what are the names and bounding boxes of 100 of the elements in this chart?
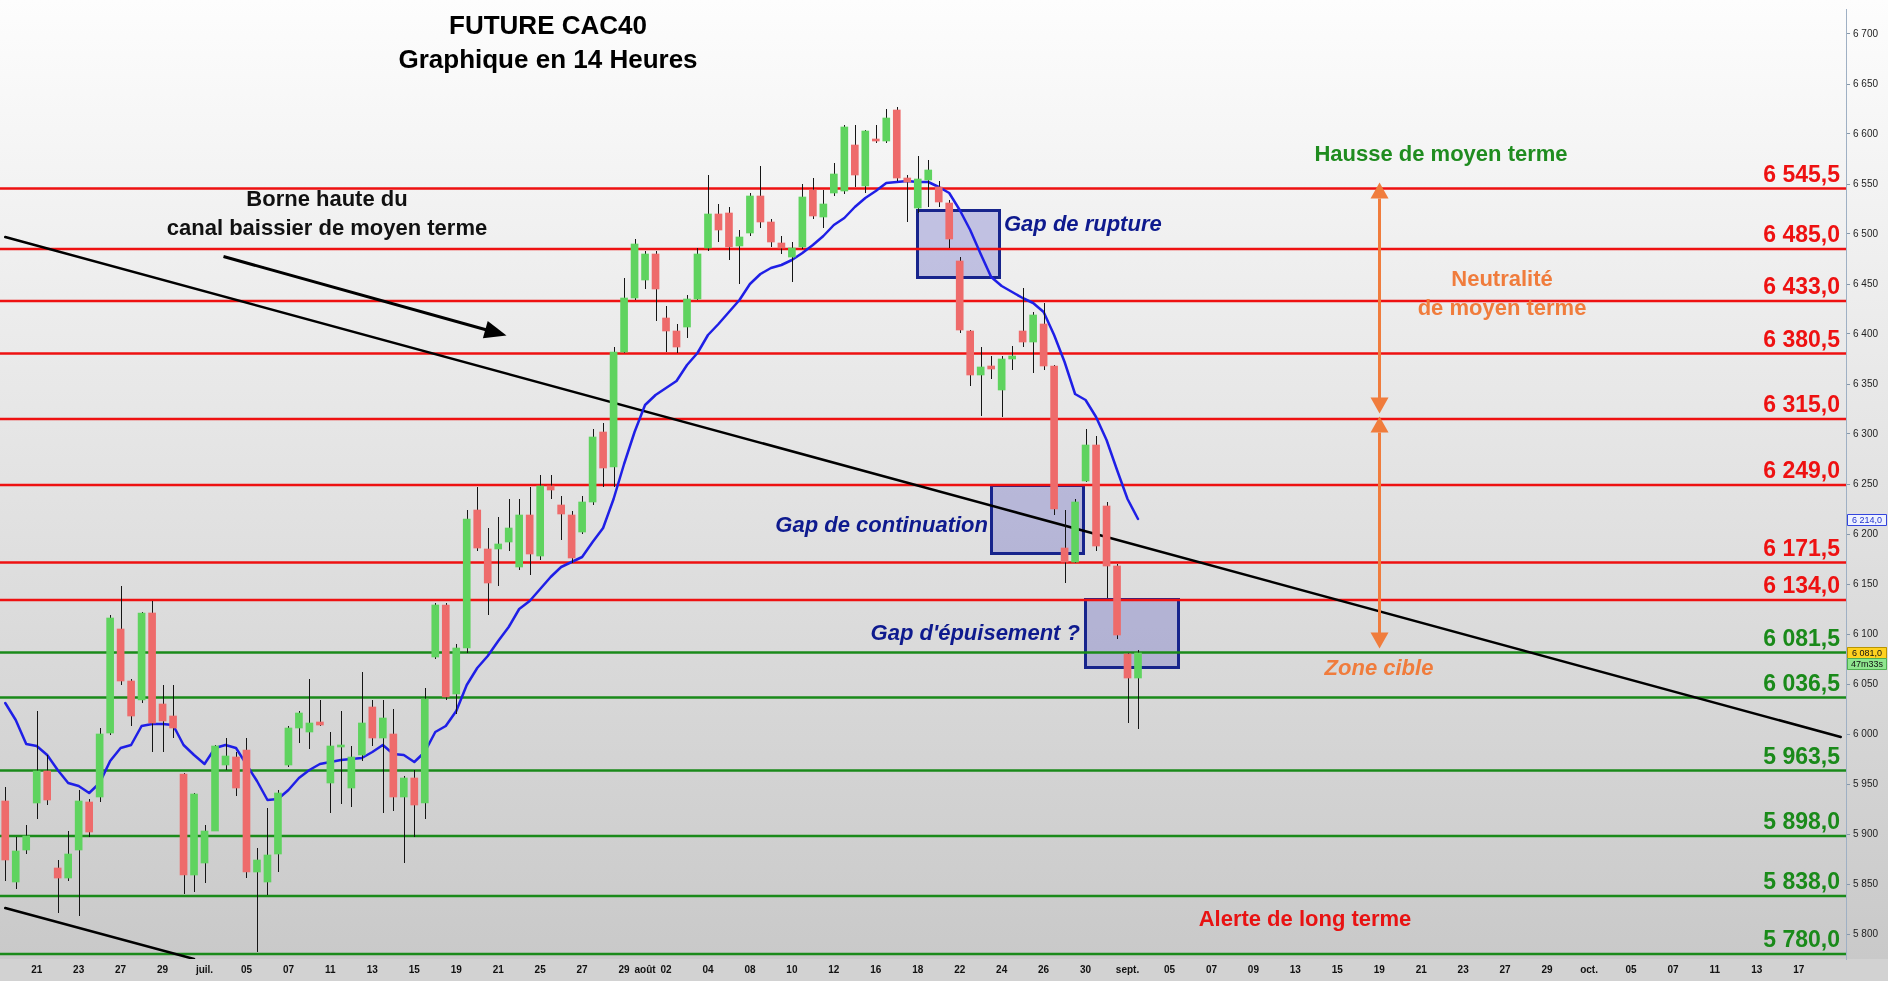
ref-line-label: 5 838,0: [1763, 868, 1840, 894]
x-tick-label: 16: [870, 963, 882, 975]
y-tick-label: 6 050: [1853, 677, 1879, 689]
candlestick: [882, 108, 891, 144]
x-tick-label: 12: [828, 963, 840, 975]
annotation: Borne haute du canal baissier de moyen terme: [166, 186, 488, 241]
x-tick-label: 27: [115, 963, 127, 975]
candlestick: [976, 346, 985, 417]
candlestick: [924, 159, 933, 208]
x-tick-label: 08: [744, 963, 756, 975]
x-tick-label: 10: [786, 963, 798, 975]
x-tick-label: 07: [1205, 963, 1218, 975]
y-tick-label: 6 100: [1853, 627, 1879, 639]
ref-line-label: 6 249,0: [1763, 457, 1840, 483]
text: Graphique en 14 Heures: [398, 44, 698, 75]
x-tick-label: 27: [576, 963, 589, 975]
annotation: Neutralité de moyen terme: [1417, 266, 1587, 321]
x-tick-label: 15: [1331, 963, 1344, 975]
y-tick-label: 6 450: [1853, 277, 1879, 289]
candlestick: [494, 516, 503, 587]
y-tick-label: 6 150: [1853, 577, 1879, 589]
annotation: Gap de rupture: [1004, 211, 1162, 237]
ref-line-label: 6 380,5: [1763, 325, 1841, 352]
candlestick: [295, 710, 303, 744]
candlestick: [399, 775, 408, 864]
x-tick-label: sept.: [1115, 963, 1140, 975]
y-tick-label: 6 200: [1853, 527, 1879, 539]
chart-title: FUTURE CAC40: [449, 10, 647, 41]
x-tick-label: 13: [366, 963, 379, 975]
candlestick: [557, 495, 565, 541]
x-tick-label: 19: [450, 963, 463, 975]
x-tick-label: 22: [954, 963, 966, 975]
x-tick-label: 05: [1163, 963, 1176, 975]
x-tick-label: 07: [282, 963, 295, 975]
candlestick: [53, 859, 62, 914]
annotation: 6 081,0: [1851, 647, 1883, 658]
y-tick-label: 5 900: [1853, 827, 1879, 839]
candlestick: [767, 218, 775, 248]
y-tick-label: 6 300: [1853, 427, 1879, 439]
x-tick-label: 18: [912, 963, 924, 975]
ref-line-label: 6 036,5: [1763, 669, 1841, 696]
x-tick-label: 19: [1373, 963, 1386, 975]
x-tick-label: 24: [996, 963, 1008, 975]
annotation: Zone cible: [1323, 655, 1434, 681]
x-tick-label: 13: [1289, 963, 1302, 975]
annotation: 6 214,0: [1851, 514, 1883, 525]
ref-line-label: 5 963,5: [1763, 742, 1841, 769]
x-tick-label: 27: [1499, 963, 1512, 975]
x-tick-label: 21: [1415, 963, 1428, 975]
ref-line-label: 6 134,0: [1763, 572, 1840, 598]
x-tick-label: 29: [157, 963, 169, 975]
y-tick-label: 6 500: [1853, 227, 1879, 239]
x-tick-label: oct.: [1580, 963, 1599, 975]
y-tick-label: 6 700: [1853, 27, 1879, 39]
candlestick: [253, 847, 261, 953]
ref-line-label: 5 780,0: [1763, 926, 1840, 952]
x-tick-label: 21: [31, 963, 43, 975]
x-tick-label: 09: [1247, 963, 1260, 975]
x-tick-label: 29: [1541, 963, 1554, 975]
text: 47m33s: [1850, 658, 1884, 669]
ref-line-label: 6 081,5: [1763, 624, 1841, 651]
ref-line-label: 6 315,0: [1763, 391, 1840, 417]
candlestick: [169, 684, 177, 739]
candlestick: [504, 498, 513, 552]
y-tick-label: 6 350: [1853, 377, 1879, 389]
candlestick: [379, 699, 387, 814]
x-tick-label: 29: [618, 963, 631, 975]
x-tick-label: 30: [1080, 963, 1092, 975]
x-tick-label: 02: [660, 963, 673, 975]
y-tick-label: 5 950: [1853, 777, 1879, 789]
x-tick-label: août: [634, 963, 657, 975]
ref-line-label: 6 485,0: [1763, 221, 1840, 247]
x-tick-label: 05: [240, 963, 253, 975]
ref-line-label: 6 545,5: [1763, 160, 1841, 187]
x-tick-label: 23: [73, 963, 85, 975]
x-tick-label: 13: [1751, 963, 1763, 975]
annotation: Gap d'épuisement ?: [870, 620, 1080, 646]
x-tick-label: juil.: [194, 963, 214, 975]
ref-line-label: 6 433,0: [1763, 273, 1840, 299]
y-tick-label: 6 000: [1853, 727, 1879, 739]
x-tick-label: 11: [325, 963, 337, 975]
x-tick-label: 05: [1625, 963, 1637, 975]
y-tick-label: 6 250: [1853, 477, 1879, 489]
candlestick: [22, 824, 31, 855]
x-tick-label: 04: [702, 963, 714, 975]
x-tick-label: 07: [1667, 963, 1679, 975]
candlestick: [662, 305, 670, 353]
x-tick-label: 26: [1038, 963, 1050, 975]
candlestick: [830, 162, 838, 197]
x-tick-label: 17: [1793, 963, 1805, 975]
candlestick: [934, 180, 943, 208]
x-tick-label: 11: [1709, 963, 1721, 975]
y-tick-label: 6 550: [1853, 177, 1879, 189]
x-tick-label: 15: [408, 963, 421, 975]
y-tick-label: 5 850: [1853, 877, 1879, 889]
y-tick-label: 6 650: [1853, 77, 1879, 89]
y-tick-label: 6 400: [1853, 327, 1879, 339]
x-tick-label: 25: [534, 963, 547, 975]
candlestick: [788, 241, 796, 283]
annotation: Gap de continuation: [775, 512, 988, 538]
